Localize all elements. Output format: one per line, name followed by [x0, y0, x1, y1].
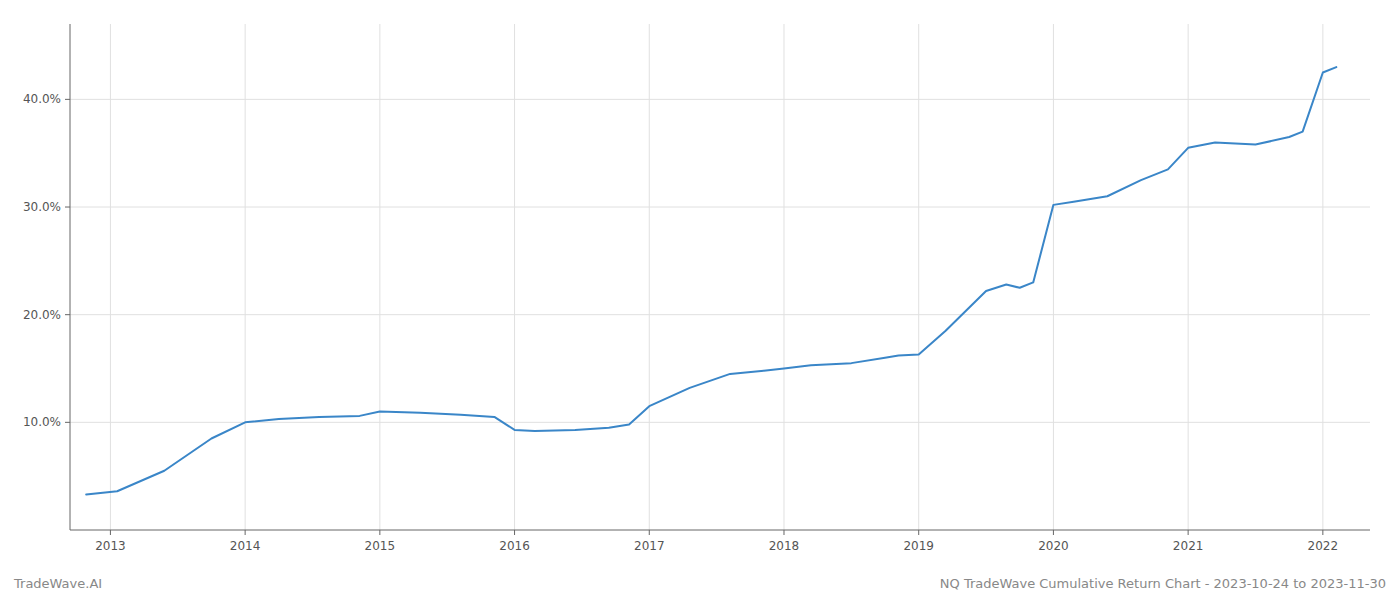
line [86, 67, 1336, 494]
grid-line [70, 422, 1370, 423]
tick-mark [110, 530, 111, 535]
grid-line [379, 24, 380, 530]
grid-line [1053, 24, 1054, 530]
plot-area [86, 67, 1336, 494]
grid-line [1322, 24, 1323, 530]
tick-mark [245, 530, 246, 535]
tick-mark [783, 530, 784, 535]
tick-label: 2020 [1038, 539, 1069, 553]
tick-label: 2013 [95, 539, 126, 553]
tick-mark [918, 530, 919, 535]
tick-label: 2019 [903, 539, 934, 553]
chart: 10.0% 20.0% 30.0% 40.0% 2013 2014 2015 2016 2017… [0, 0, 1400, 600]
tick-label: 2017 [634, 539, 665, 553]
tick-mark [65, 99, 70, 100]
tick-mark [65, 422, 70, 423]
y-axis-line [70, 24, 71, 530]
tick-mark [65, 314, 70, 315]
grid [70, 24, 1370, 530]
tick-mark [1053, 530, 1054, 535]
grid-line [70, 207, 1370, 208]
grid-line [514, 24, 515, 530]
tick-mark [1322, 530, 1323, 535]
tick-label: 2015 [365, 539, 396, 553]
tick-label: 2016 [499, 539, 530, 553]
annotation: TradeWave.AI [13, 576, 102, 591]
grid-line [110, 24, 111, 530]
grid-line [1188, 24, 1189, 530]
tick-label: 2014 [230, 539, 261, 553]
tick-mark [1188, 530, 1189, 535]
tick-label: 10.0% [23, 415, 61, 429]
grid-line [783, 24, 784, 530]
axes: 10.0% 20.0% 30.0% 40.0% 2013 2014 2015 2016 2017… [23, 24, 1370, 553]
grid-line [918, 24, 919, 530]
grid-line [245, 24, 246, 530]
grid-line [70, 314, 1370, 315]
annotation: NQ TradeWave Cumulative Return Chart - 2… [940, 576, 1386, 591]
tick-mark [514, 530, 515, 535]
tick-label: 2022 [1308, 539, 1339, 553]
tick-mark [379, 530, 380, 535]
tick-label: 2018 [769, 539, 800, 553]
tick-label: 40.0% [23, 92, 61, 106]
x-axis-line [70, 530, 1370, 531]
grid-line [649, 24, 650, 530]
tick-label: 20.0% [23, 308, 61, 322]
grid-line [70, 99, 1370, 100]
tick-label: 2021 [1173, 539, 1204, 553]
tick-mark [65, 207, 70, 208]
tick-label: 30.0% [23, 200, 61, 214]
tick-mark [649, 530, 650, 535]
